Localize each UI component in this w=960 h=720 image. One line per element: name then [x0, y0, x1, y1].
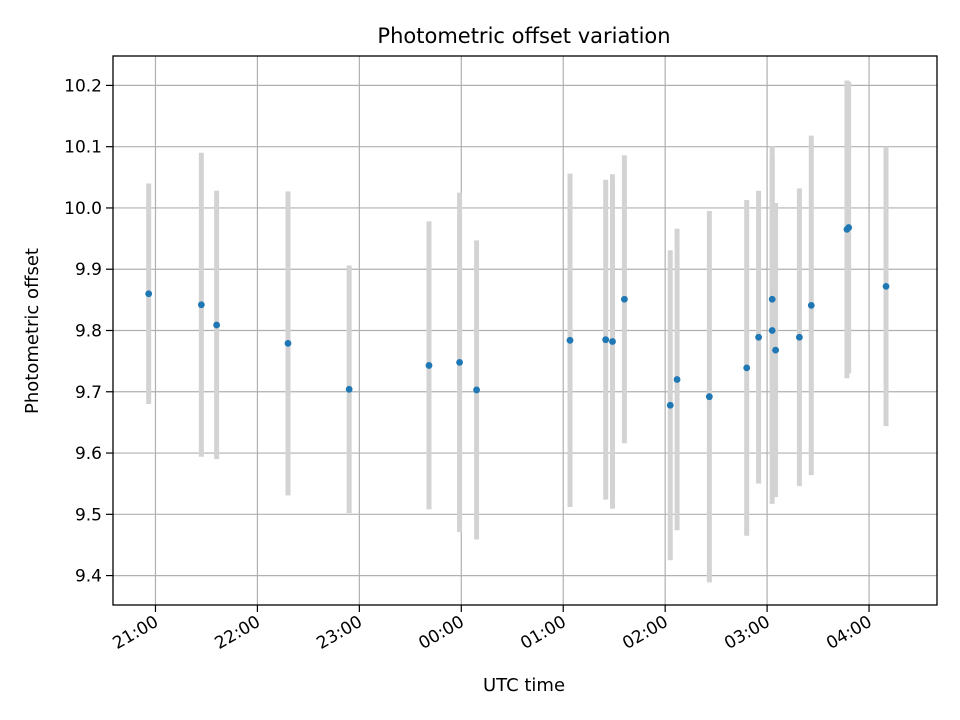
y-tick-label: 9.9 [75, 260, 102, 280]
y-tick-label: 9.5 [75, 505, 102, 525]
data-point [609, 338, 616, 345]
data-point [768, 295, 776, 303]
data-point [772, 346, 779, 354]
y-tick-label: 9.8 [75, 322, 102, 342]
y-tick-label: 9.4 [75, 567, 102, 587]
data-point [197, 301, 205, 309]
y-tick-label: 9.6 [75, 444, 102, 464]
y-axis-title: Photometric offset [22, 248, 43, 414]
y-tick-label: 9.7 [75, 383, 102, 403]
data-point [845, 224, 853, 231]
data-point [807, 301, 815, 309]
y-tick-label: 10.1 [64, 138, 102, 158]
y-tick-label: 10.2 [64, 76, 102, 96]
data-point [602, 336, 610, 344]
data-point [620, 295, 628, 303]
data-point [284, 339, 292, 347]
data-point [705, 393, 713, 401]
y-axis-ticks: 9.4 9.5 9.6 9.7 9.8 9.9 10.0 10.1 10.2 [64, 76, 113, 587]
data-point [425, 362, 433, 369]
data-point [666, 401, 674, 409]
data-point [768, 327, 776, 334]
data-point [473, 386, 480, 394]
chart-title: Photometric offset variation [377, 24, 670, 48]
data-point [345, 385, 353, 393]
data-points [145, 224, 890, 409]
y-tick-label: 10.0 [64, 199, 102, 219]
data-point [213, 321, 221, 329]
data-point [755, 333, 763, 341]
x-axis-title: UTC time [483, 675, 565, 696]
data-point [795, 333, 803, 341]
data-point [456, 358, 463, 366]
data-point [743, 364, 751, 372]
data-point [882, 282, 890, 290]
data-point [145, 290, 153, 298]
data-point [566, 336, 574, 344]
data-point [673, 376, 681, 383]
